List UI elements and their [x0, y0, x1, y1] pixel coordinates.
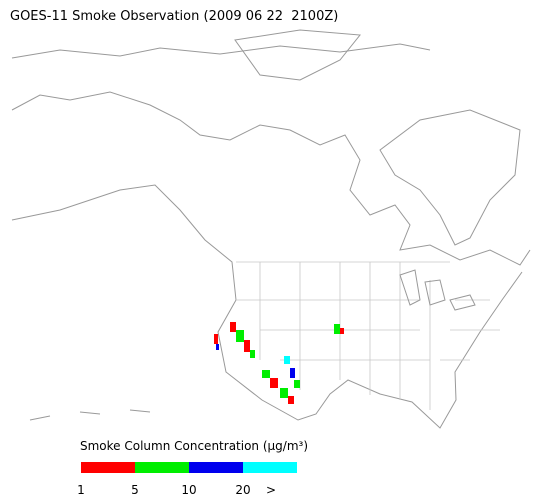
colorbar-segment	[135, 462, 189, 473]
coastlines	[11, 29, 531, 429]
colorbar-segment	[189, 462, 243, 473]
colorbar-tick-label: >	[266, 483, 276, 497]
map-title: GOES-11 Smoke Observation (2009 06 22 21…	[10, 9, 338, 24]
colorbar-segment	[81, 462, 135, 473]
legend-title: Smoke Column Concentration (μg/m³)	[80, 439, 308, 453]
colorbar-segment	[243, 462, 297, 473]
colorbar-tick-label: 1	[77, 483, 85, 497]
colorbar-tick-label: 10	[181, 483, 196, 497]
smoke-pixels	[214, 322, 344, 404]
colorbar-tick-label: 20	[235, 483, 250, 497]
colorbar-tick-label: 5	[131, 483, 139, 497]
